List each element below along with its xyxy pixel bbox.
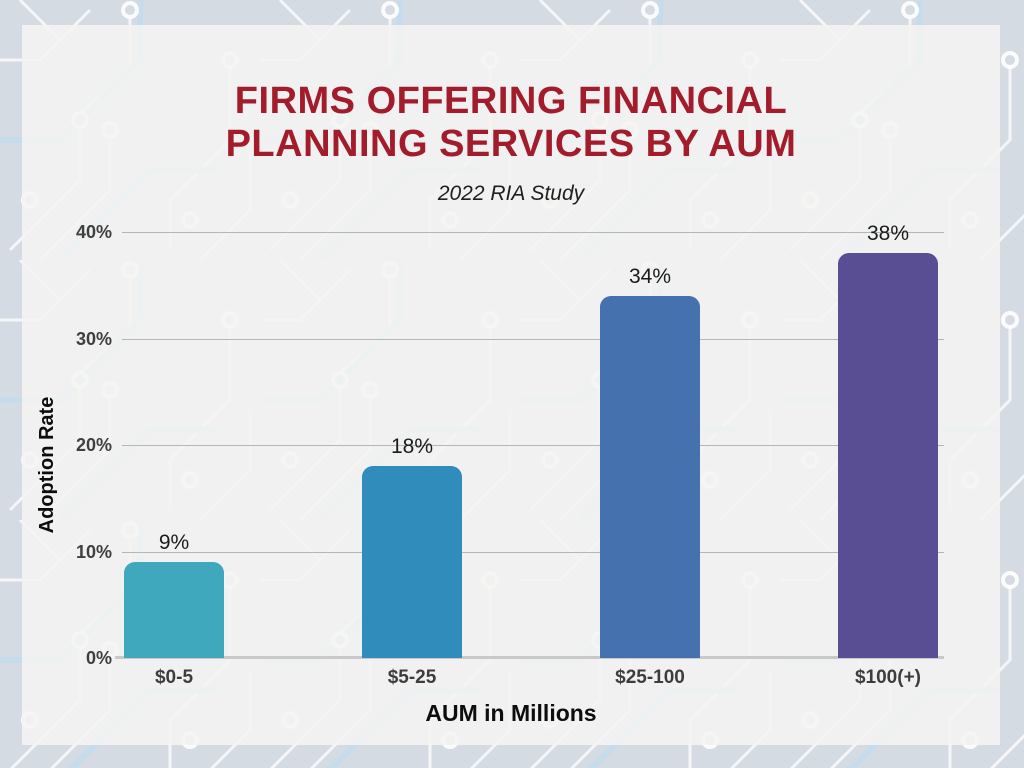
gridline-30% [122, 338, 944, 340]
y-tick-label: 10% [75, 541, 112, 562]
bar-value-label: 38% [866, 222, 910, 245]
y-tick-label: 20% [75, 435, 112, 455]
chart-title: FIRMS OFFERING FINANCIAL PLANNING SERVIC… [22, 80, 1000, 166]
gridline-20% [122, 445, 944, 446]
y-tick-label: 0% [85, 648, 112, 668]
gridline-10% [122, 551, 944, 553]
bar-value-label: 9% [158, 531, 190, 554]
x-tick-label: $0-5 [154, 667, 194, 688]
y-tick-label: 30% [75, 328, 112, 349]
bar-$0-5 [124, 562, 224, 658]
x-axis-line [115, 656, 944, 659]
y-axis-title: Adoption Rate [36, 396, 58, 534]
chart-title-line1: FIRMS OFFERING FINANCIAL [234, 80, 788, 122]
bar-value-label: 34% [628, 265, 672, 288]
chart-subtitle: 2022 RIA Study [437, 182, 585, 205]
x-tick-label: $5-25 [387, 667, 437, 688]
y-tick-label: 40% [75, 222, 112, 242]
bar-$5-25 [362, 466, 462, 658]
bar-$25-100 [600, 296, 700, 658]
x-tick-label: $100(+) [854, 667, 922, 688]
bar-value-label: 18% [390, 435, 434, 458]
gridline-40% [122, 232, 944, 233]
x-tick-label: $25-100 [615, 667, 685, 688]
x-axis-title: AUM in Millions [425, 700, 597, 726]
chart-title-line2: PLANNING SERVICES BY AUM [225, 122, 797, 165]
bar-$100(+) [838, 253, 938, 658]
